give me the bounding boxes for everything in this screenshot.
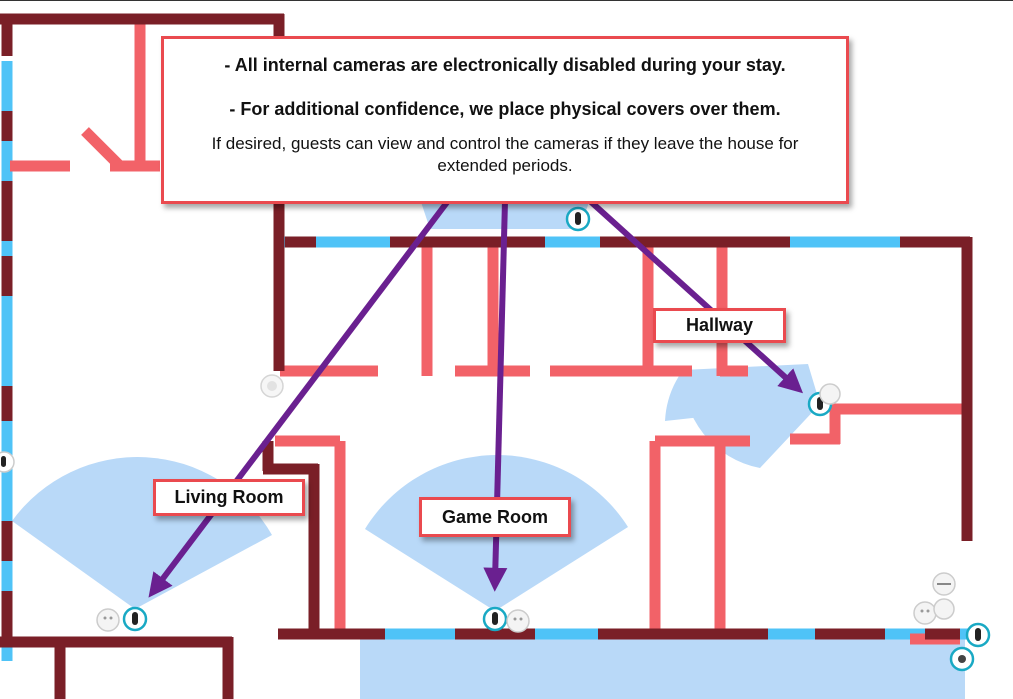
notice-line-covers: - For additional confidence, we place ph…	[229, 99, 781, 119]
camera-icon-living-room[interactable]	[122, 606, 148, 632]
label-hallway: Hallway	[653, 308, 786, 343]
sensor-icon-hallway	[819, 383, 841, 405]
sensor-icon-left	[260, 374, 284, 398]
camera-icon-top[interactable]	[565, 206, 591, 232]
notice-line-guest-control: If desired, guests can view and control …	[211, 134, 799, 175]
camera-icon-left-edge[interactable]	[0, 451, 15, 473]
exterior-walls	[0, 13, 973, 699]
thermostat-icon	[932, 572, 956, 596]
camera-policy-notice: - All internal cameras are electronicall…	[161, 36, 849, 204]
arrow-to-living-room	[148, 199, 451, 598]
outlet-icon-living-room	[96, 608, 120, 632]
camera-icon-game-room[interactable]	[482, 606, 508, 632]
bottom-view-area	[360, 631, 965, 699]
interior-walls	[10, 21, 962, 645]
sensor-icon-right	[933, 598, 955, 620]
outlet-icon-game-room	[506, 609, 530, 633]
arrow-to-hallway	[587, 198, 804, 394]
outlet-icon-right	[913, 601, 937, 625]
notice-line-disabled: - All internal cameras are electronicall…	[224, 55, 786, 75]
doorbell-camera-icon[interactable]	[949, 646, 975, 672]
camera-icon-bottom-right[interactable]	[965, 622, 991, 648]
label-game-room: Game Room	[419, 497, 571, 537]
label-living-room: Living Room	[153, 479, 305, 516]
hallway-view-cone-b	[665, 370, 820, 421]
